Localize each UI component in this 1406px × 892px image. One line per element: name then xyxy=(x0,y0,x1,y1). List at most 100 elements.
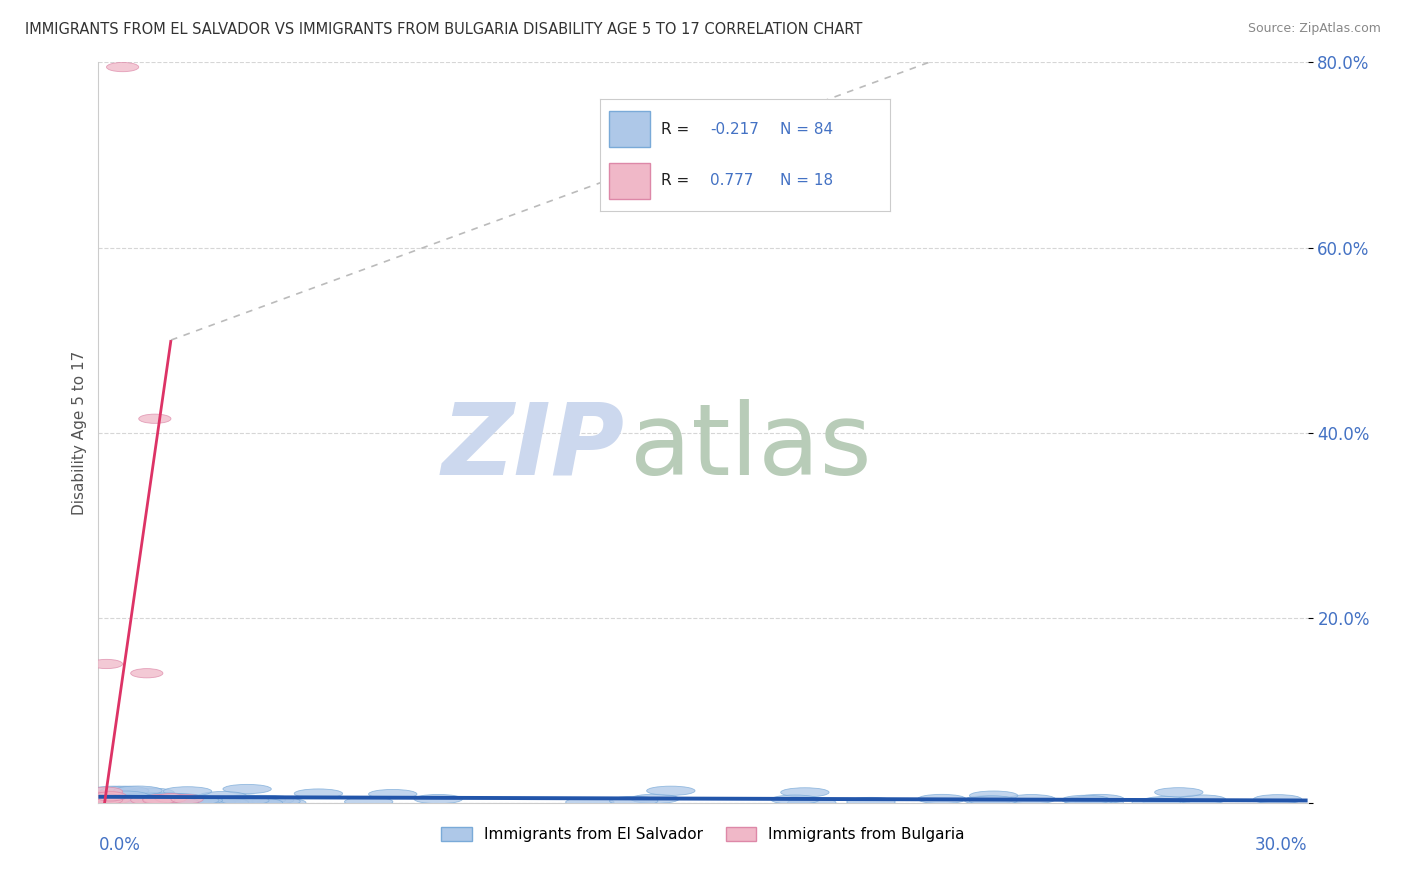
Ellipse shape xyxy=(1062,796,1109,805)
Ellipse shape xyxy=(127,795,176,804)
Ellipse shape xyxy=(294,789,343,798)
Text: 30.0%: 30.0% xyxy=(1256,836,1308,855)
Ellipse shape xyxy=(131,796,163,805)
Ellipse shape xyxy=(970,791,1018,800)
Ellipse shape xyxy=(127,796,174,805)
Ellipse shape xyxy=(107,62,139,71)
Ellipse shape xyxy=(174,796,222,805)
Text: ZIP: ZIP xyxy=(441,399,624,496)
Ellipse shape xyxy=(86,794,135,804)
Ellipse shape xyxy=(134,797,181,806)
Ellipse shape xyxy=(565,797,614,806)
Text: 0.0%: 0.0% xyxy=(98,836,141,855)
Ellipse shape xyxy=(1076,795,1125,804)
Ellipse shape xyxy=(132,797,181,806)
Ellipse shape xyxy=(198,791,247,801)
Ellipse shape xyxy=(170,796,219,805)
Ellipse shape xyxy=(173,798,221,807)
Ellipse shape xyxy=(100,791,149,800)
Ellipse shape xyxy=(142,797,190,805)
Ellipse shape xyxy=(94,792,127,801)
Ellipse shape xyxy=(647,786,695,796)
Ellipse shape xyxy=(90,786,138,796)
Text: Source: ZipAtlas.com: Source: ZipAtlas.com xyxy=(1247,22,1381,36)
Ellipse shape xyxy=(170,798,218,807)
Ellipse shape xyxy=(172,795,204,804)
Ellipse shape xyxy=(200,797,249,807)
Ellipse shape xyxy=(246,796,294,805)
Ellipse shape xyxy=(150,794,200,803)
Ellipse shape xyxy=(183,797,232,806)
Ellipse shape xyxy=(115,794,165,803)
Ellipse shape xyxy=(114,793,162,803)
Ellipse shape xyxy=(105,797,153,806)
Ellipse shape xyxy=(235,798,283,807)
Ellipse shape xyxy=(155,797,202,807)
Ellipse shape xyxy=(174,797,222,806)
Text: atlas: atlas xyxy=(630,399,872,496)
Ellipse shape xyxy=(631,794,679,804)
Ellipse shape xyxy=(104,796,152,805)
Y-axis label: Disability Age 5 to 17: Disability Age 5 to 17 xyxy=(72,351,87,515)
Ellipse shape xyxy=(780,788,830,797)
Ellipse shape xyxy=(114,786,162,796)
Ellipse shape xyxy=(163,787,212,796)
Ellipse shape xyxy=(143,793,191,802)
Ellipse shape xyxy=(1253,795,1302,804)
Ellipse shape xyxy=(143,796,174,805)
Ellipse shape xyxy=(415,795,463,804)
Ellipse shape xyxy=(368,789,418,798)
Ellipse shape xyxy=(96,795,145,804)
Ellipse shape xyxy=(90,791,122,800)
Ellipse shape xyxy=(150,796,198,805)
Ellipse shape xyxy=(846,797,896,806)
Ellipse shape xyxy=(122,792,172,802)
Ellipse shape xyxy=(149,797,197,806)
Ellipse shape xyxy=(90,796,122,805)
Ellipse shape xyxy=(224,784,271,794)
Ellipse shape xyxy=(252,797,301,806)
Ellipse shape xyxy=(225,796,274,805)
Ellipse shape xyxy=(108,797,157,805)
Ellipse shape xyxy=(969,796,1018,805)
Ellipse shape xyxy=(1142,797,1191,805)
Ellipse shape xyxy=(770,795,820,805)
Ellipse shape xyxy=(1132,798,1181,807)
Text: IMMIGRANTS FROM EL SALVADOR VS IMMIGRANTS FROM BULGARIA DISABILITY AGE 5 TO 17 C: IMMIGRANTS FROM EL SALVADOR VS IMMIGRANT… xyxy=(25,22,863,37)
Ellipse shape xyxy=(131,669,163,678)
Ellipse shape xyxy=(1064,797,1112,805)
Ellipse shape xyxy=(787,798,837,807)
Ellipse shape xyxy=(90,787,122,797)
Ellipse shape xyxy=(131,796,180,805)
Ellipse shape xyxy=(1154,788,1204,797)
Ellipse shape xyxy=(90,797,138,805)
Ellipse shape xyxy=(86,793,118,802)
Ellipse shape xyxy=(143,795,174,804)
Ellipse shape xyxy=(918,795,966,804)
Ellipse shape xyxy=(187,797,235,806)
Ellipse shape xyxy=(127,795,176,804)
Legend: Immigrants from El Salvador, Immigrants from Bulgaria: Immigrants from El Salvador, Immigrants … xyxy=(434,822,972,848)
Ellipse shape xyxy=(162,797,209,807)
Ellipse shape xyxy=(157,794,205,803)
Ellipse shape xyxy=(86,794,118,803)
Ellipse shape xyxy=(257,798,307,807)
Ellipse shape xyxy=(139,414,172,424)
Ellipse shape xyxy=(344,797,392,806)
Ellipse shape xyxy=(150,797,198,806)
Ellipse shape xyxy=(965,796,1012,805)
Ellipse shape xyxy=(134,793,181,802)
Ellipse shape xyxy=(163,798,211,807)
Ellipse shape xyxy=(101,786,149,796)
Ellipse shape xyxy=(155,794,187,803)
Ellipse shape xyxy=(90,659,122,669)
Ellipse shape xyxy=(89,798,138,807)
Ellipse shape xyxy=(221,796,269,805)
Ellipse shape xyxy=(1076,798,1123,807)
Ellipse shape xyxy=(155,797,204,805)
Ellipse shape xyxy=(107,792,155,801)
Ellipse shape xyxy=(108,795,156,805)
Ellipse shape xyxy=(114,796,146,805)
Ellipse shape xyxy=(610,797,658,805)
Ellipse shape xyxy=(201,797,249,807)
